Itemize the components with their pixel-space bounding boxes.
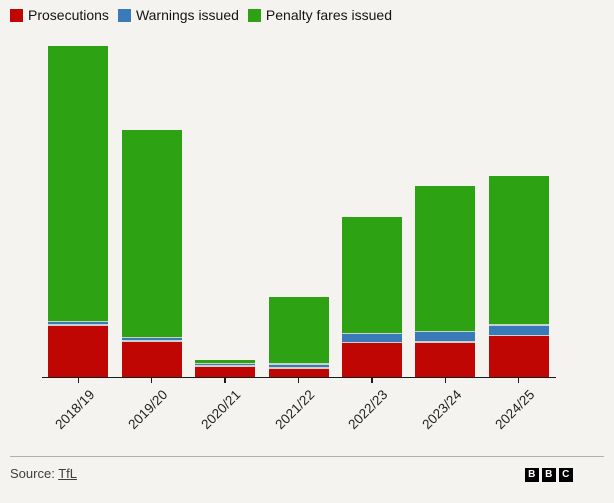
bar-2022-23	[341, 217, 402, 377]
segment-separator	[268, 363, 329, 365]
bbc-logo-block-1: B	[525, 468, 539, 482]
bar-segment-penalty-fares-issued	[121, 130, 182, 337]
segment-separator	[121, 340, 182, 342]
legend-swatch-warnings	[117, 8, 131, 22]
bar-2018-19	[48, 46, 109, 377]
bar-2023-24	[415, 185, 476, 377]
footer-divider	[10, 456, 604, 457]
bar-segment-warnings-issued	[48, 322, 109, 324]
x-axis-label-2024-25: 2024/25	[492, 387, 538, 433]
chart-legend: Prosecutions Warnings issued Penalty far…	[10, 8, 392, 22]
segment-separator	[48, 320, 109, 322]
x-axis-tick	[224, 378, 226, 383]
bbc-logo: B B C	[525, 468, 573, 482]
bar-segment-penalty-fares-issued	[415, 185, 476, 331]
legend-swatch-prosecutions	[10, 8, 23, 22]
x-axis-tick	[297, 378, 300, 383]
segment-separator	[415, 341, 476, 343]
segment-separator	[415, 330, 476, 332]
bar-segment-warnings-issued	[195, 364, 256, 365]
x-axis-line	[42, 376, 556, 378]
bar-segment-warnings-issued	[121, 338, 182, 340]
bar-segment-warnings-issued	[341, 334, 402, 342]
segment-separator	[195, 362, 256, 364]
segment-separator	[268, 367, 329, 369]
bbc-logo-block-3: C	[559, 468, 573, 482]
bar-2019-20	[121, 130, 182, 377]
x-axis-tick	[517, 378, 520, 383]
bar-segment-prosecutions	[488, 336, 549, 377]
legend-label-penalty-fares: Penalty fares issued	[265, 7, 392, 23]
legend-label-prosecutions: Prosecutions	[28, 7, 109, 23]
bar-segment-prosecutions	[121, 341, 182, 377]
segment-separator	[341, 332, 402, 334]
bar-2021-22	[268, 297, 329, 377]
segment-separator	[121, 336, 182, 338]
x-axis-tick	[444, 378, 447, 383]
bar-segment-warnings-issued	[268, 364, 329, 367]
segment-separator	[488, 334, 549, 336]
bar-segment-penalty-fares-issued	[48, 46, 109, 321]
legend-item-warnings: Warnings issued	[117, 7, 239, 23]
bar-segment-warnings-issued	[415, 332, 476, 341]
x-axis-tick	[150, 378, 153, 383]
bar-segment-penalty-fares-issued	[195, 360, 256, 363]
bar-segment-penalty-fares-issued	[341, 217, 402, 333]
x-axis-label-2018-19: 2018/19	[51, 387, 97, 433]
bar-segment-warnings-issued	[488, 325, 549, 335]
bar-segment-prosecutions	[268, 368, 329, 377]
x-axis-tick	[77, 378, 80, 383]
legend-label-warnings: Warnings issued	[135, 7, 239, 23]
segment-separator	[341, 341, 402, 343]
source-link-tfl[interactable]: TfL	[58, 466, 77, 481]
bar-2020-21	[195, 360, 256, 377]
segment-separator	[488, 324, 549, 326]
bar-segment-prosecutions	[48, 325, 109, 377]
x-axis-label-2019-20: 2019/20	[125, 387, 171, 433]
bar-segment-penalty-fares-issued	[268, 297, 329, 363]
segment-separator	[195, 365, 256, 367]
x-axis-label-2021-22: 2021/22	[271, 387, 318, 433]
x-axis-label-2020-21: 2020/21	[198, 387, 244, 433]
bar-segment-prosecutions	[195, 366, 256, 377]
bar-segment-prosecutions	[415, 342, 476, 377]
source-prefix: Source:	[10, 466, 59, 481]
bar-2024-25	[488, 175, 549, 377]
segment-separator	[48, 324, 109, 326]
x-axis-label-2023-24: 2023/24	[418, 387, 464, 433]
bar-segment-prosecutions	[341, 343, 402, 377]
legend-swatch-penalty-fares	[247, 8, 261, 22]
bbc-logo-block-2: B	[542, 468, 556, 482]
source-line: Source: TfL	[10, 466, 77, 481]
x-axis-label-2022-23: 2022/23	[345, 387, 391, 433]
x-axis-tick	[371, 378, 373, 383]
legend-item-penalty-fares: Penalty fares issued	[247, 7, 392, 23]
bar-segment-penalty-fares-issued	[488, 175, 549, 324]
legend-item-prosecutions: Prosecutions	[10, 8, 109, 22]
